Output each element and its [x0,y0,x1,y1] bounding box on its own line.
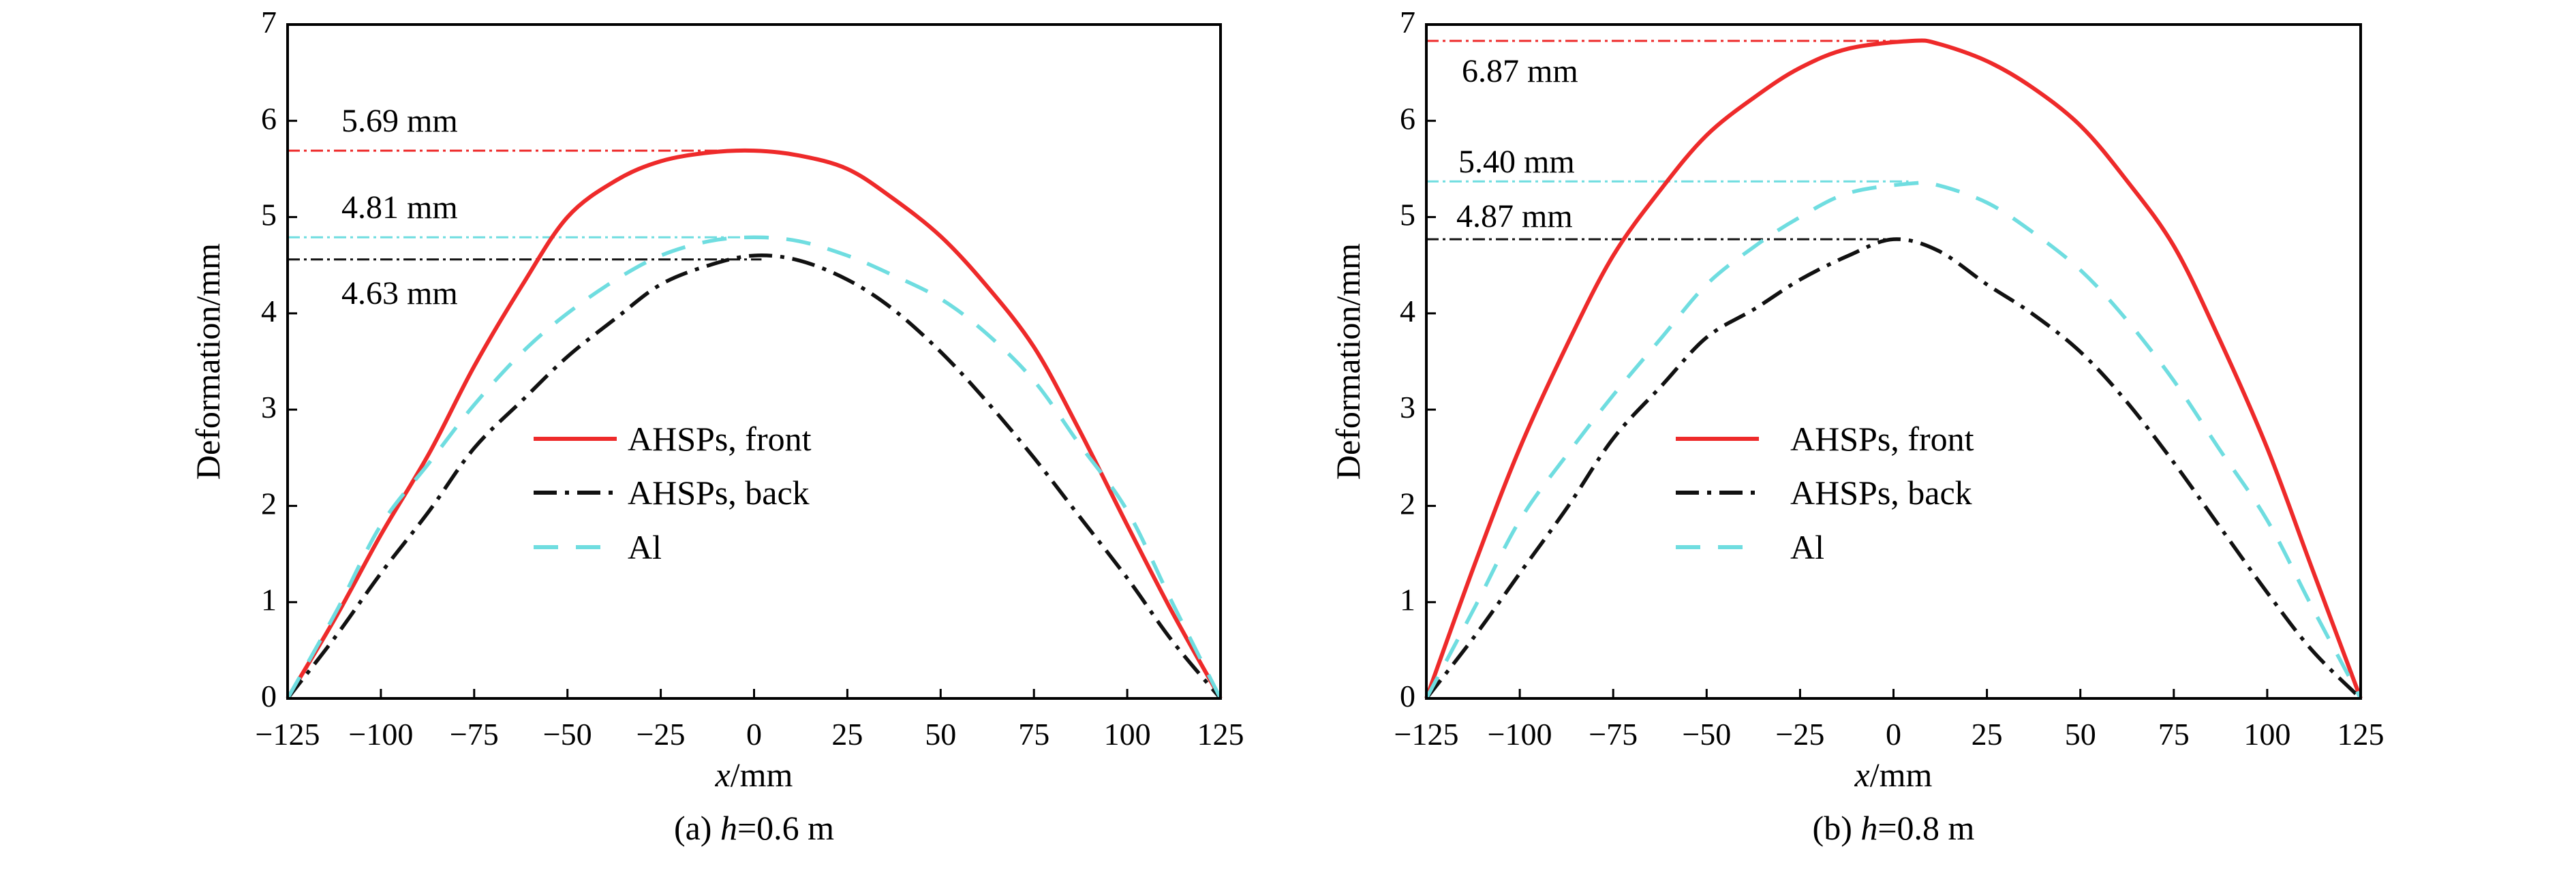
x-tick-label: 50 [2065,717,2096,752]
series-line-ahsps-front [1424,38,2363,700]
legend-label: AHSPs, back [628,474,810,512]
caption-prefix: (a) [674,809,720,847]
series-line-al [286,235,1223,700]
y-tick-label: 5 [261,198,277,232]
y-tick-label: 0 [1400,679,1415,713]
panel-caption: (b) h=0.8 m [1813,809,1975,847]
y-tick-label: 2 [261,486,277,521]
x-tick-label: −75 [1589,717,1638,752]
y-tick-label: 7 [1400,5,1415,40]
x-tick-label: −25 [1775,717,1824,752]
x-tick-label: −50 [543,717,592,752]
legend-label: Al [1790,528,1824,566]
y-tick-label: 1 [261,583,277,617]
y-tick-label: 0 [261,679,277,713]
caption-var: h [1860,809,1877,847]
legend-label: AHSPs, back [1790,474,1972,512]
legend-label: AHSPs, front [1790,420,1974,458]
panel-caption: (a) h=0.6 m [674,809,834,847]
x-tick-label: 25 [831,717,863,752]
x-tick-label: −100 [1488,717,1552,752]
y-axis-label: Deformation/mm [189,243,227,480]
y-tick-label: 3 [1400,390,1415,425]
peak-annotation: 4.63 mm [341,275,458,311]
x-tick-label: −100 [348,717,413,752]
x-tick-label: −50 [1682,717,1731,752]
caption-prefix: (b) [1813,809,1861,847]
caption-var: h [720,809,737,847]
series-line-al [1424,181,2363,700]
x-axis-label-unit: /mm [731,756,793,794]
x-tick-label: −125 [1394,717,1459,752]
x-axis-label-var: x [1854,756,1870,794]
chart-panel-b: 6.87 mm 5.40 mm 4.87 mm AHSPs, front AHSPs, … [1329,5,2385,847]
x-tick-label: 100 [1104,717,1151,752]
x-tick-label: 125 [2337,717,2385,752]
x-tick-label: −25 [637,717,686,752]
y-tick-label: 3 [261,390,277,425]
y-tick-label: 5 [1400,198,1415,232]
x-tick-label: 0 [1886,717,1901,752]
caption-suffix: =0.6 m [737,809,834,847]
x-tick-label: −125 [256,717,320,752]
x-axis-label-var: x [715,756,731,794]
y-axis-label: Deformation/mm [1329,243,1367,480]
series-line-ahsps-back [1424,237,2362,700]
peak-annotation: 4.87 mm [1456,198,1573,234]
caption-suffix: =0.8 m [1877,809,1974,847]
peak-annotation: 4.81 mm [341,189,458,226]
peak-annotation: 5.40 mm [1458,144,1575,180]
x-tick-label: −75 [450,717,499,752]
x-tick-label: 25 [1972,717,2003,752]
x-tick-label: 50 [925,717,956,752]
y-tick-label: 1 [1400,583,1415,617]
legend-label: Al [628,528,662,566]
y-tick-label: 7 [261,5,277,40]
x-tick-label: 125 [1197,717,1244,752]
x-axis-label: x/mm [715,756,793,794]
series-line-ahsps-back [286,253,1223,700]
y-tick-label: 6 [261,101,277,136]
x-tick-label: 100 [2243,717,2290,752]
y-tick-label: 2 [1400,486,1415,521]
plot-frame [1425,23,2362,700]
peak-annotation: 5.69 mm [341,103,458,139]
y-tick-label: 6 [1400,101,1415,136]
x-axis-label: x/mm [1854,756,1933,794]
x-tick-label: 75 [2158,717,2190,752]
x-tick-label: 0 [746,717,762,752]
chart-panel-a: 5.69 mm 4.81 mm 4.63 mm AHSPs, front AHSPs, … [189,5,1244,847]
x-tick-label: 75 [1018,717,1049,752]
y-tick-label: 4 [261,294,277,328]
x-axis-label-unit: /mm [1870,756,1933,794]
y-tick-label: 4 [1400,294,1415,328]
peak-annotation: 6.87 mm [1462,53,1578,89]
series-line-ahsps-front [286,148,1223,700]
legend-label: AHSPs, front [628,420,812,458]
